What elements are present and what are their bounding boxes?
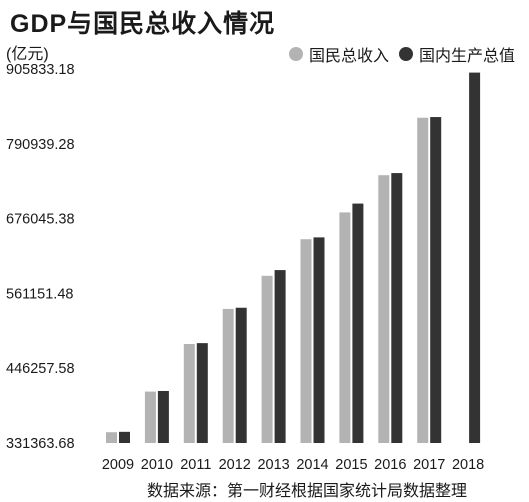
y-tick-label: 446257.58 (6, 361, 75, 377)
y-tick-label: 331363.68 (6, 436, 75, 452)
legend-gni-label: 国民总收入 (308, 48, 389, 65)
legend-gdp-label: 国内生产总值 (418, 48, 515, 65)
x-tick-label: 2010 (141, 457, 173, 473)
chart-legend: 国民总收入 国内生产总值 (288, 42, 515, 66)
bar-gdp-2010 (157, 390, 169, 443)
legend-gdp-swatch-icon (398, 47, 413, 61)
bar-gdp-2011 (196, 343, 208, 443)
y-tick-label: 561151.48 (6, 286, 73, 302)
y-tick-label: 790939.28 (6, 137, 75, 153)
x-tick-label: 2014 (296, 457, 328, 473)
legend-item-gdp: 国内生产总值 (398, 42, 515, 66)
bar-gni-2013 (261, 275, 273, 443)
bar-gdp-2016 (391, 173, 403, 443)
legend-item-gni: 国民总收入 (288, 42, 389, 66)
bar-gni-2009 (106, 432, 117, 443)
bar-gni-2011 (183, 344, 195, 443)
y-tick-label: 905833.18 (6, 62, 75, 78)
bar-gdp-2014 (313, 237, 325, 443)
bar-gdp-2017 (430, 117, 442, 443)
x-tick-label: 2012 (219, 457, 251, 473)
x-tick-label: 2015 (335, 457, 367, 473)
x-tick-label: 2018 (452, 457, 484, 473)
bar-gdp-2012 (235, 307, 247, 443)
x-tick-label: 2013 (257, 457, 289, 473)
x-tick-label: 2016 (374, 457, 406, 473)
data-source-note: 数据来源：第一财经根据国家统计局数据整理 (147, 483, 468, 500)
bar-gdp-2009 (119, 431, 130, 443)
bar-gni-2017 (417, 117, 429, 444)
bar-gni-2014 (300, 239, 312, 443)
x-tick-label: 2009 (102, 457, 134, 473)
chart-title: GDP与国民总收入情况 (10, 10, 276, 38)
legend-gni-swatch-icon (288, 47, 303, 61)
y-axis-unit: (亿元) (6, 46, 49, 63)
bar-gni-2010 (144, 391, 156, 443)
bar-gdp-2013 (274, 270, 286, 443)
bar-gni-2016 (378, 175, 390, 443)
bar-gni-2012 (222, 308, 234, 443)
x-tick-label: 2011 (180, 457, 211, 473)
bar-gdp-2015 (352, 203, 364, 443)
bar-gni-2015 (339, 212, 351, 443)
x-tick-label: 2017 (413, 457, 445, 473)
y-tick-label: 676045.38 (6, 212, 75, 228)
bar-gdp-2018 (469, 72, 481, 443)
